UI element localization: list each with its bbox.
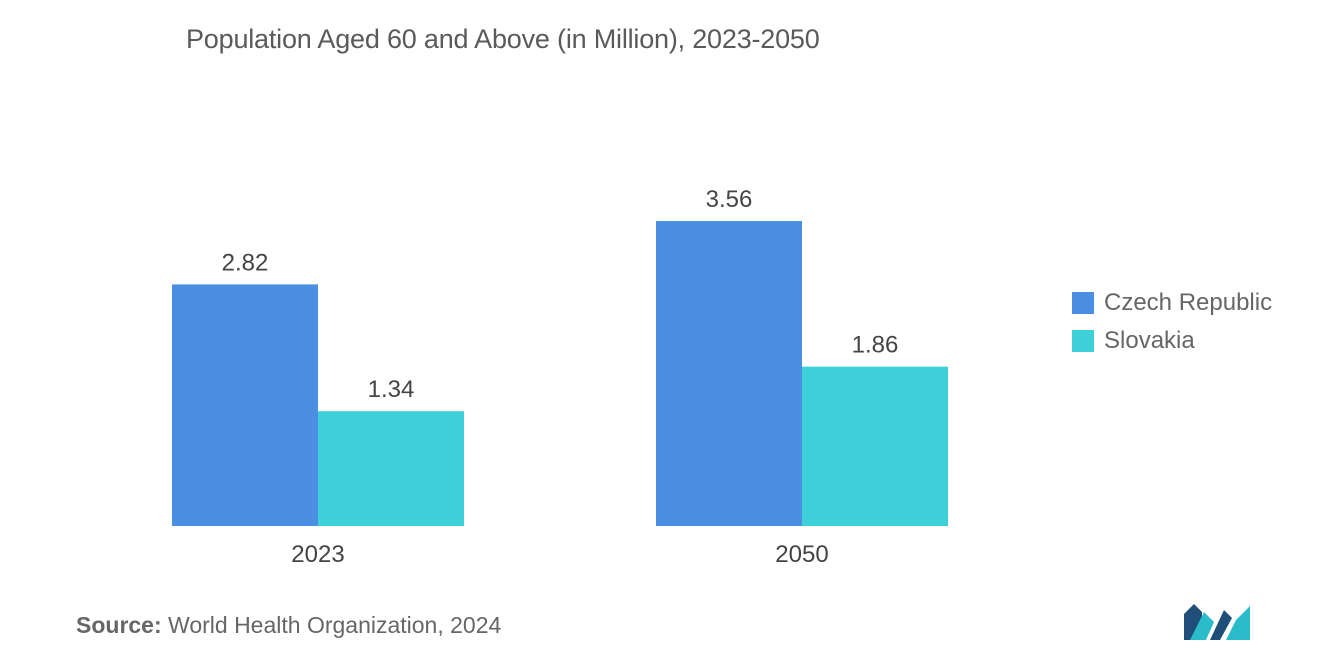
source-note: Source: World Health Organization, 2024 — [76, 612, 501, 639]
legend-swatch-czech-republic — [1072, 292, 1094, 314]
value-label-czech-republic-2050: 3.56 — [706, 186, 753, 213]
legend-swatch-slovakia — [1072, 330, 1094, 352]
value-label-czech-republic-2023: 2.82 — [222, 249, 269, 276]
value-label-slovakia-2023: 1.34 — [368, 376, 415, 403]
bar-slovakia-2050 — [802, 366, 948, 526]
bar-slovakia-2023 — [318, 411, 464, 526]
legend-label-czech-republic: Czech Republic — [1104, 289, 1273, 316]
legend: Czech Republic Slovakia — [1072, 284, 1272, 360]
value-label-slovakia-2050: 1.86 — [852, 332, 899, 359]
company-logo-icon — [1184, 604, 1250, 640]
legend-item-slovakia: Slovakia — [1072, 322, 1272, 360]
legend-label-slovakia: Slovakia — [1104, 327, 1195, 354]
bar-czech-republic-2050 — [656, 221, 802, 526]
x-tick-label-2050: 2050 — [775, 541, 828, 568]
x-tick-label-2023: 2023 — [291, 541, 344, 568]
chart-title: Population Aged 60 and Above (in Million… — [186, 24, 820, 54]
bar-czech-republic-2023 — [172, 284, 318, 526]
source-label: Source: — [76, 612, 162, 638]
source-text: World Health Organization, 2024 — [168, 612, 502, 638]
legend-item-czech-republic: Czech Republic — [1072, 284, 1272, 322]
